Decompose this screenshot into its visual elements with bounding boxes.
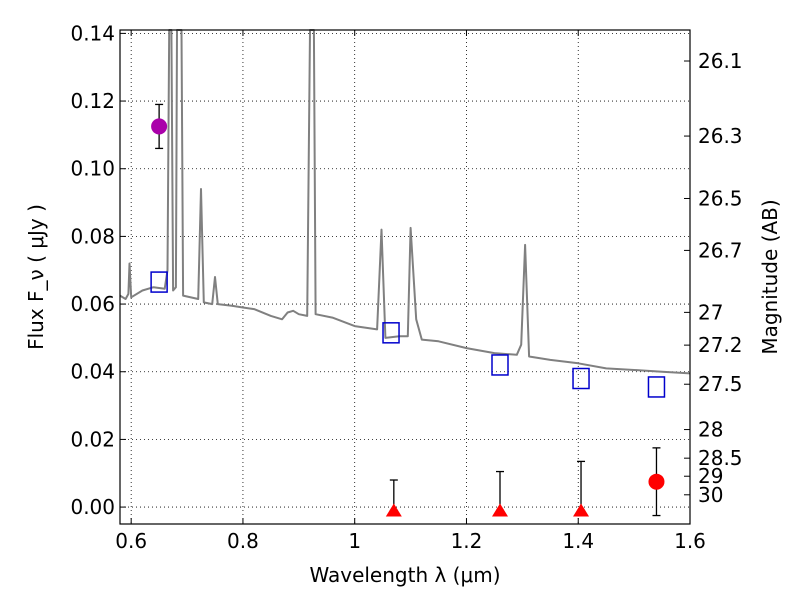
x-tick-label: 1.2 xyxy=(451,529,483,553)
upper-limit-triangle-marker xyxy=(492,503,508,517)
y-tick-label: 0.02 xyxy=(70,427,115,451)
model-square-marker xyxy=(647,376,666,398)
y-axis-label-right: Magnitude (AB) xyxy=(758,199,782,354)
x-tick-label: 0.8 xyxy=(227,529,259,553)
plot-frame xyxy=(119,29,691,525)
x-tick-label: 1.4 xyxy=(562,529,594,553)
y-tick-label: 0.10 xyxy=(70,157,115,181)
right-tick-label: 27.2 xyxy=(698,333,743,357)
data-layer xyxy=(119,29,691,517)
y-tick-label: 0.14 xyxy=(70,21,115,45)
right-tick-label: 29 xyxy=(698,464,723,488)
right-tick-label: 27.5 xyxy=(698,372,743,396)
x-axis-label: Wavelength λ (μm) xyxy=(309,563,500,587)
spectrum-line xyxy=(119,29,691,375)
right-tick-label: 27 xyxy=(698,300,723,324)
right-tick-label: 26.1 xyxy=(698,49,743,73)
x-tick-label: 1.6 xyxy=(674,529,706,553)
right-tick-label: 28 xyxy=(698,418,723,442)
x-tick-label: 0.6 xyxy=(115,529,147,553)
y-tick-label: 0.00 xyxy=(70,495,115,519)
y-axis-label-left: Flux F_ν ( μJy ) xyxy=(24,204,48,350)
grid xyxy=(120,30,690,524)
right-tick-label: 28.5 xyxy=(698,446,743,470)
y-tick-label: 0.08 xyxy=(70,224,115,248)
model-square-marker xyxy=(491,354,509,376)
y-tick-label: 0.04 xyxy=(70,360,115,384)
right-tick-label: 26.5 xyxy=(698,186,743,210)
y-tick-label: 0.06 xyxy=(70,292,115,316)
model-square-marker xyxy=(382,322,400,344)
right-tick-label: 30 xyxy=(698,483,723,507)
upper-limit-triangle-marker xyxy=(385,503,402,517)
upper-limit-triangle-marker xyxy=(573,503,590,517)
right-tick-label: 26.7 xyxy=(698,238,743,262)
observed-circle-marker xyxy=(648,473,665,490)
observed-circle-marker xyxy=(151,118,168,135)
right-tick-label: 26.3 xyxy=(698,124,743,148)
model-square-marker xyxy=(572,367,590,390)
x-tick-label: 1 xyxy=(348,529,361,553)
model-square-marker xyxy=(150,271,168,293)
ticks: 0.6 0.8 1 1.2 1.4 1.6 0.00 0.02 0.04 0.06 0.08 0.10… xyxy=(70,21,742,553)
y-tick-label: 0.12 xyxy=(70,89,115,113)
